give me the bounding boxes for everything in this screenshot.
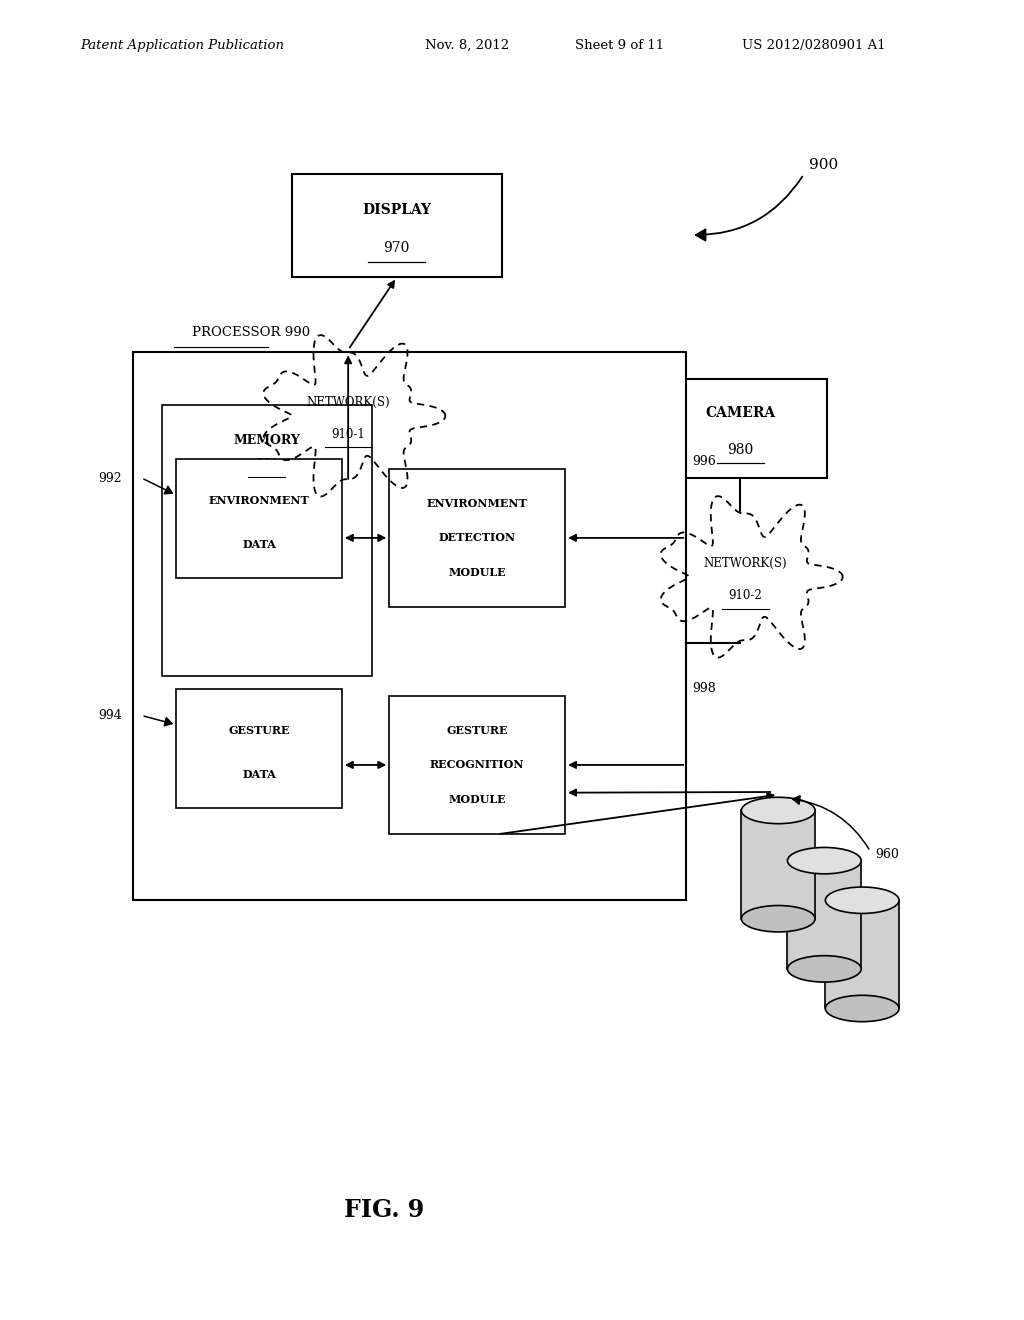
- Text: DETECTION: DETECTION: [438, 532, 516, 544]
- FancyArrowPatch shape: [144, 717, 172, 726]
- Ellipse shape: [787, 956, 861, 982]
- Text: Patent Application Publication: Patent Application Publication: [80, 38, 284, 51]
- Text: MEMORY: MEMORY: [233, 434, 300, 447]
- Text: 910-2: 910-2: [729, 589, 762, 602]
- Text: 998: 998: [692, 681, 716, 694]
- Text: ENVIRONMENT: ENVIRONMENT: [209, 495, 309, 507]
- Text: 900: 900: [809, 158, 839, 172]
- Text: US 2012/0280901 A1: US 2012/0280901 A1: [742, 38, 886, 51]
- Text: CAMERA: CAMERA: [706, 407, 775, 421]
- Bar: [292, 174, 502, 277]
- Text: Sheet 9 of 11: Sheet 9 of 11: [575, 38, 665, 51]
- Ellipse shape: [787, 847, 861, 874]
- Text: 991: 991: [255, 458, 279, 471]
- Text: 992: 992: [98, 471, 122, 484]
- Text: MODULE: MODULE: [449, 568, 506, 578]
- Text: NETWORK(S): NETWORK(S): [703, 557, 787, 570]
- FancyArrowPatch shape: [695, 177, 803, 240]
- Bar: [653, 379, 827, 478]
- Text: MODULE: MODULE: [449, 795, 506, 805]
- Text: DATA: DATA: [242, 540, 276, 550]
- Text: ENVIRONMENT: ENVIRONMENT: [427, 498, 527, 508]
- Bar: [389, 469, 565, 607]
- Text: RECOGNITION: RECOGNITION: [430, 759, 524, 771]
- Bar: [825, 900, 899, 1008]
- Bar: [787, 861, 861, 969]
- Text: 996: 996: [692, 454, 716, 467]
- FancyArrowPatch shape: [793, 796, 869, 849]
- Bar: [162, 405, 372, 676]
- Text: GESTURE: GESTURE: [228, 725, 290, 737]
- Text: 960: 960: [876, 847, 899, 861]
- Text: Nov. 8, 2012: Nov. 8, 2012: [425, 38, 509, 51]
- Text: GESTURE: GESTURE: [446, 725, 508, 735]
- Bar: [741, 810, 815, 919]
- Text: NETWORK(S): NETWORK(S): [306, 396, 390, 409]
- Bar: [133, 352, 686, 900]
- Text: DISPLAY: DISPLAY: [362, 203, 431, 218]
- Ellipse shape: [741, 797, 815, 824]
- Ellipse shape: [825, 995, 899, 1022]
- Text: 910-1: 910-1: [332, 428, 365, 441]
- Text: 994: 994: [98, 709, 122, 722]
- Text: FIG. 9: FIG. 9: [344, 1199, 424, 1222]
- FancyArrowPatch shape: [143, 479, 172, 494]
- Ellipse shape: [825, 887, 899, 913]
- Bar: [176, 689, 342, 808]
- Text: 970: 970: [384, 242, 410, 255]
- Text: DATA: DATA: [242, 770, 276, 780]
- Bar: [176, 459, 342, 578]
- Text: 980: 980: [727, 444, 754, 457]
- Bar: [389, 696, 565, 834]
- Ellipse shape: [741, 906, 815, 932]
- Text: PROCESSOR 990: PROCESSOR 990: [191, 326, 310, 339]
